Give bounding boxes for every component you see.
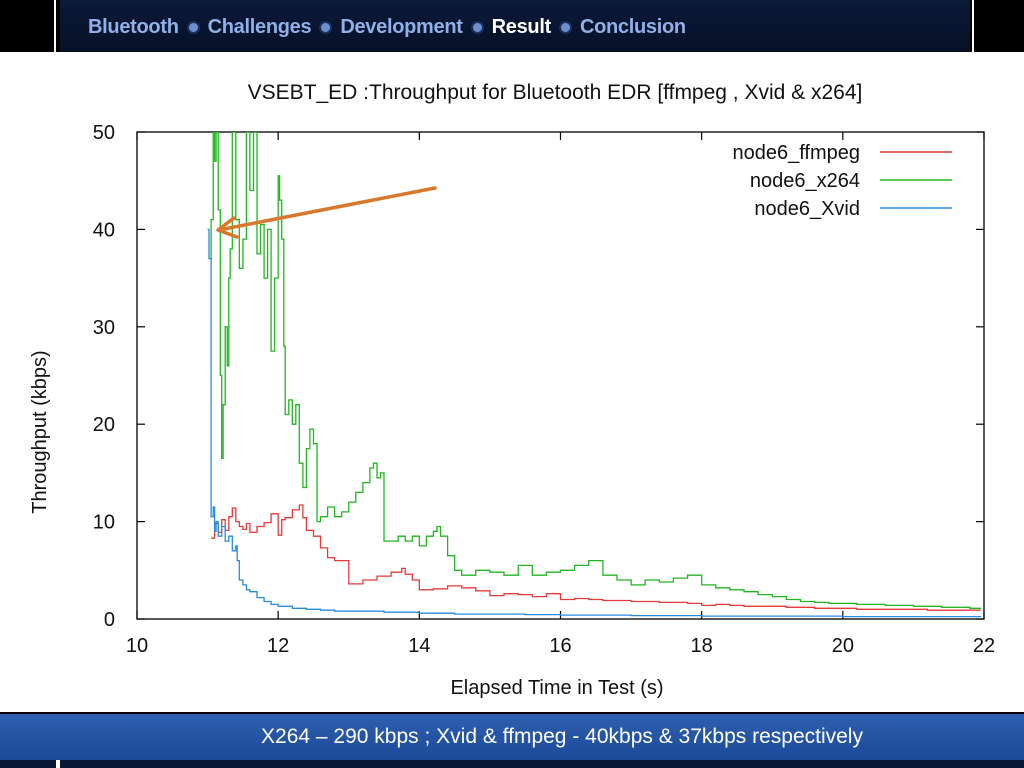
nav-separator-dot [472,22,482,32]
legend-label-node6-xvid: node6_Xvid [754,198,860,220]
x-tick-label: 14 [408,635,430,657]
annotation-arrow [216,186,437,239]
caption-bar [0,712,1024,768]
bottom-strip [0,760,1024,768]
plot-area: 0 10 20 30 40 50 10 12 14 16 18 20 22 [93,122,995,657]
y-tick-label: 50 [93,122,115,144]
series-line-node6-x264 [209,132,982,610]
top-navigation-bar: Bluetooth Challenges Development Result … [0,0,1024,52]
nav-separator-dot [321,22,331,32]
nav-item-development[interactable]: Development [340,15,463,38]
y-tick-label: 30 [93,317,115,339]
nav-separator-dot [560,22,570,32]
legend-label-node6-x264: node6_x264 [750,170,860,192]
caption-band [0,714,1024,760]
x-tick-label: 12 [267,635,289,657]
y-tick-label: 20 [93,414,115,436]
nav-separator-dot [188,22,198,32]
x-tick-label: 10 [126,635,148,657]
arrow-head [216,216,239,239]
top-right-block [972,0,1024,52]
arrow-shaft [222,186,437,231]
legend-label-node6-ffmpeg: node6_ffmpeg [732,142,860,164]
nav-item-challenges[interactable]: Challenges [207,15,312,38]
section-nav: Bluetooth Challenges Development Result … [88,14,686,40]
series-line-node6-xvid [207,228,982,618]
nav-item-bluetooth[interactable]: Bluetooth [88,15,179,38]
y-axis-label: Throughput (kbps) [29,350,51,513]
x-tick-label: 22 [973,635,995,657]
x-tick-label: 18 [691,635,713,657]
top-left-block [0,0,56,52]
x-axis-label: Elapsed Time in Test (s) [450,677,663,699]
chart-title: VSEBT_ED :Throughput for Bluetooth EDR [… [248,81,863,104]
x-tick-label: 16 [549,635,571,657]
y-tick-label: 10 [93,512,115,534]
nav-item-result[interactable]: Result [491,15,552,38]
nav-item-conclusion[interactable]: Conclusion [579,15,686,38]
x-tick-label: 20 [832,635,854,657]
top-band [60,0,970,52]
result-caption: X264 – 290 kbps ; Xvid & ffmpeg - 40kbps… [261,725,863,748]
series-group [207,132,982,618]
y-tick-label: 0 [104,609,115,631]
series-line-node6-ffmpeg [211,504,981,611]
y-tick-label: 40 [93,219,115,241]
throughput-chart: VSEBT_ED :Throughput for Bluetooth EDR [… [29,81,995,699]
legend: node6_ffmpeg node6_x264 node6_Xvid [732,142,952,220]
